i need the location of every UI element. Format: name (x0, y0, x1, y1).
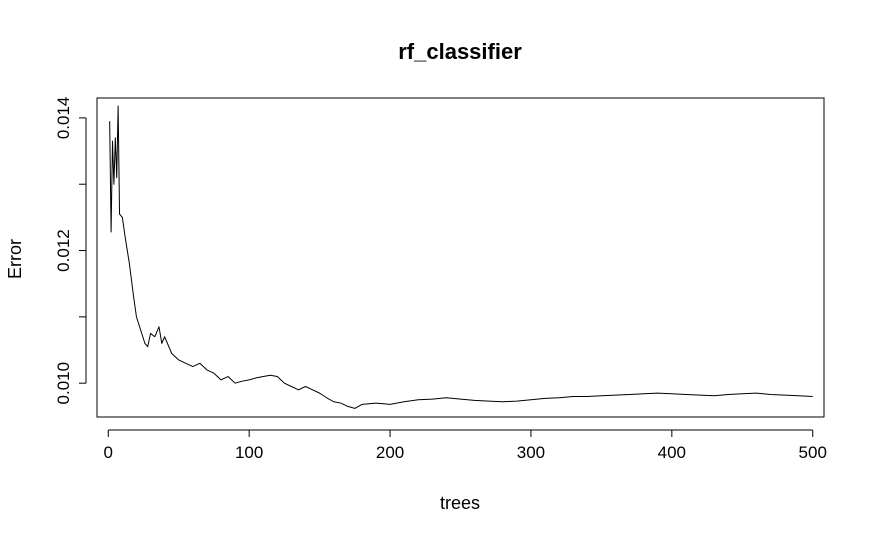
x-axis: 0 100 200 300 400 500 (104, 429, 827, 462)
y-tick-label: 0.014 (54, 97, 73, 140)
x-axis-label: trees (440, 493, 480, 513)
x-tick-label: 100 (235, 443, 263, 462)
y-axis: 0.010 0.012 0.014 (54, 97, 87, 405)
y-axis-label: Error (5, 239, 25, 279)
series-group (109, 105, 813, 409)
x-tick-label: 500 (799, 443, 827, 462)
x-tick-label: 200 (376, 443, 404, 462)
x-tick-label: 300 (517, 443, 545, 462)
x-tick-label: 400 (658, 443, 686, 462)
chart-title: rf_classifier (398, 39, 522, 64)
y-tick-label: 0.012 (54, 229, 73, 272)
x-tick-label: 0 (104, 443, 113, 462)
y-tick-label: 0.010 (54, 362, 73, 405)
plot-frame (96, 97, 825, 418)
error-line (109, 105, 813, 409)
